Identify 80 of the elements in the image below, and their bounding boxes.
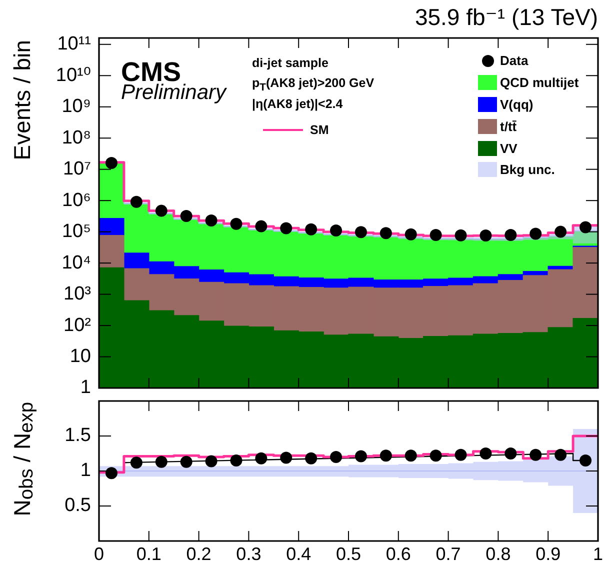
annotation: |η(AK8 jet)|<2.4 bbox=[252, 96, 343, 110]
y-tick-label: 10¹¹ bbox=[57, 34, 91, 55]
point bbox=[155, 456, 168, 468]
point bbox=[354, 226, 367, 238]
chart-title: 35.9 fb⁻¹ (13 TeV) bbox=[414, 4, 598, 30]
point bbox=[480, 448, 492, 460]
y-tick-label: 1 bbox=[80, 377, 91, 398]
y-tick-label: 10⁵ bbox=[62, 221, 91, 242]
point bbox=[430, 450, 442, 462]
point bbox=[504, 229, 517, 242]
point bbox=[454, 229, 467, 242]
x-tick-label: 1 bbox=[592, 544, 604, 562]
point bbox=[230, 454, 242, 466]
y-tick-label: 10⁹ bbox=[62, 96, 91, 118]
point bbox=[354, 450, 367, 462]
x-tick-label: 0.9 bbox=[536, 544, 561, 562]
y-tick-label: 1.5 bbox=[64, 425, 91, 446]
y-tick-label: 10⁷ bbox=[62, 158, 92, 180]
legend-label: SM bbox=[310, 123, 329, 137]
point bbox=[404, 228, 417, 240]
x-tick-label: 0 bbox=[94, 544, 104, 562]
y-tick-label: 10 bbox=[70, 346, 91, 367]
point bbox=[380, 227, 392, 240]
point bbox=[454, 448, 467, 461]
point bbox=[580, 454, 592, 466]
y-tick-label: 0.5 bbox=[64, 495, 91, 516]
point bbox=[404, 450, 417, 462]
point bbox=[530, 228, 542, 240]
point bbox=[305, 452, 318, 464]
y-tick-label: 10⁴ bbox=[62, 252, 91, 274]
y-axis-title: Events / bin bbox=[9, 40, 35, 160]
point bbox=[155, 204, 168, 217]
annotation: di-jet sample bbox=[252, 56, 328, 70]
x-tick-label: 0.4 bbox=[286, 544, 312, 562]
point bbox=[530, 448, 542, 461]
y-tick-label: 10³ bbox=[64, 284, 91, 305]
x-tick-label: 0.8 bbox=[486, 544, 511, 562]
point bbox=[430, 229, 442, 242]
point bbox=[480, 230, 492, 242]
point bbox=[205, 455, 218, 468]
x-tick-label: 0.5 bbox=[336, 544, 362, 562]
point bbox=[180, 210, 192, 222]
point bbox=[280, 452, 292, 464]
bar bbox=[99, 235, 124, 268]
point bbox=[280, 222, 292, 234]
legend-label: VV bbox=[500, 140, 518, 156]
annotation: p$_{T}$(AK8 jet)>200 GeV bbox=[252, 76, 374, 94]
point bbox=[554, 448, 567, 461]
y-tick-label: 10⁸ bbox=[62, 127, 91, 148]
point bbox=[205, 214, 218, 227]
legend-label: V(qq) bbox=[500, 96, 534, 112]
point bbox=[504, 448, 517, 460]
legend-label: Bkg unc. bbox=[500, 162, 555, 178]
legend-label: Data bbox=[500, 53, 528, 68]
point bbox=[255, 220, 268, 232]
point bbox=[130, 456, 142, 469]
x-tick-label: 0.7 bbox=[436, 544, 461, 562]
legend-label: QCD multijet bbox=[500, 75, 579, 90]
point bbox=[255, 452, 268, 464]
y-tick-label: 10¹⁰ bbox=[56, 64, 91, 86]
point bbox=[580, 221, 592, 234]
point bbox=[230, 218, 242, 230]
point bbox=[305, 223, 318, 236]
y-tick-label: 1 bbox=[80, 460, 91, 482]
x-tick-label: 0.1 bbox=[136, 544, 162, 562]
point bbox=[180, 456, 192, 468]
y-tick-label: 10⁶ bbox=[62, 190, 91, 211]
point bbox=[105, 156, 118, 169]
bar bbox=[99, 218, 124, 236]
y-tick-label: 10² bbox=[64, 314, 91, 336]
x-tick-label: 0.6 bbox=[386, 544, 411, 562]
x-tick-label: 0.3 bbox=[236, 544, 262, 562]
point bbox=[105, 467, 118, 480]
x-tick-label: 0.2 bbox=[186, 544, 212, 562]
point bbox=[130, 196, 142, 208]
point bbox=[330, 451, 342, 463]
legend-label: t/tt̄ bbox=[500, 118, 517, 134]
point bbox=[380, 450, 392, 462]
point bbox=[554, 226, 567, 238]
point bbox=[330, 224, 342, 237]
